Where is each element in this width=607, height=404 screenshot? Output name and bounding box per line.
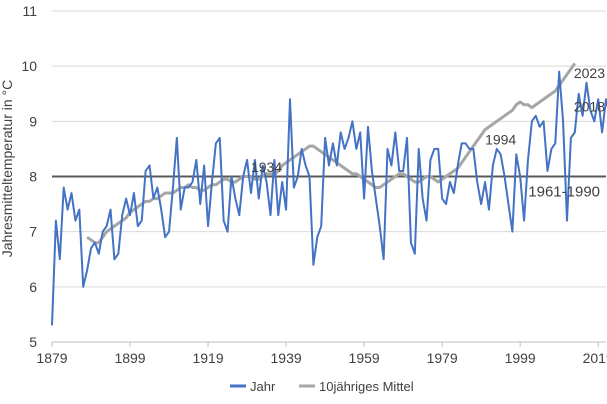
x-tick-label-1879: 1879 [36, 350, 67, 366]
series-line-jahr [51, 70, 607, 326]
x-tick-label-1919: 1919 [192, 350, 223, 366]
annotation-2023: 2023 [574, 65, 605, 81]
y-tick-label-9: 9 [29, 113, 37, 129]
x-tick-label-2019: 2019 [583, 350, 607, 366]
legend-label-10jaehriges-mittel: 10jähriges Mittel [319, 379, 414, 394]
reference-line-label: 1961-1990 [528, 184, 600, 201]
annotation-1994: 1994 [485, 131, 516, 147]
x-tick-label-1899: 1899 [114, 350, 145, 366]
y-tick-label-5: 5 [29, 334, 37, 350]
x-tick-labels: 1879 1899 1919 1939 1959 1979 1999 2019 [36, 342, 607, 366]
grid-lines [52, 10, 606, 288]
annotation-1934: 1934 [251, 159, 282, 175]
y-tick-label-6: 6 [29, 279, 37, 295]
x-tick-label-1959: 1959 [349, 350, 380, 366]
x-tick-label-1979: 1979 [427, 350, 458, 366]
y-tick-label-8: 8 [29, 169, 37, 185]
y-tick-label-10: 10 [21, 58, 37, 74]
annotations: 1934 1994 2018 2023 [251, 65, 605, 175]
legend: Jahr 10jähriges Mittel [230, 379, 414, 394]
y-axis-label: Jahresmitteltemperatur in °C [0, 80, 15, 258]
legend-label-jahr: Jahr [250, 379, 276, 394]
x-tick-label-1939: 1939 [271, 350, 302, 366]
annotation-2018: 2018 [574, 98, 605, 114]
y-tick-label-7: 7 [29, 224, 37, 240]
y-tick-label-11: 11 [22, 3, 37, 19]
x-tick-label-1999: 1999 [505, 350, 536, 366]
y-tick-labels: 5 6 7 8 9 10 11 [21, 3, 37, 350]
